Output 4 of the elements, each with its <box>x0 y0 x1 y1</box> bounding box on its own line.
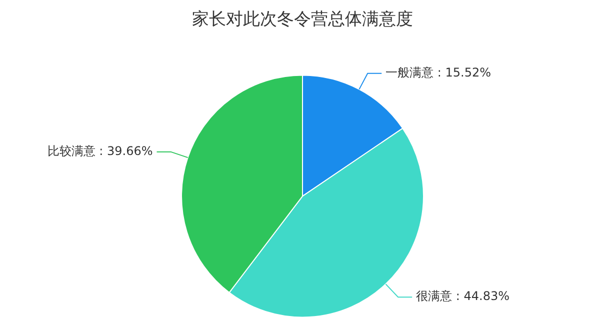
slice-label: 比较满意 : 39.66% <box>47 144 153 158</box>
chart-title: 家长对此次冬令营总体满意度 <box>192 10 413 30</box>
slice-label: 很满意 : 44.83% <box>416 289 510 304</box>
slice-label: 一般满意 : 15.52% <box>386 66 492 80</box>
